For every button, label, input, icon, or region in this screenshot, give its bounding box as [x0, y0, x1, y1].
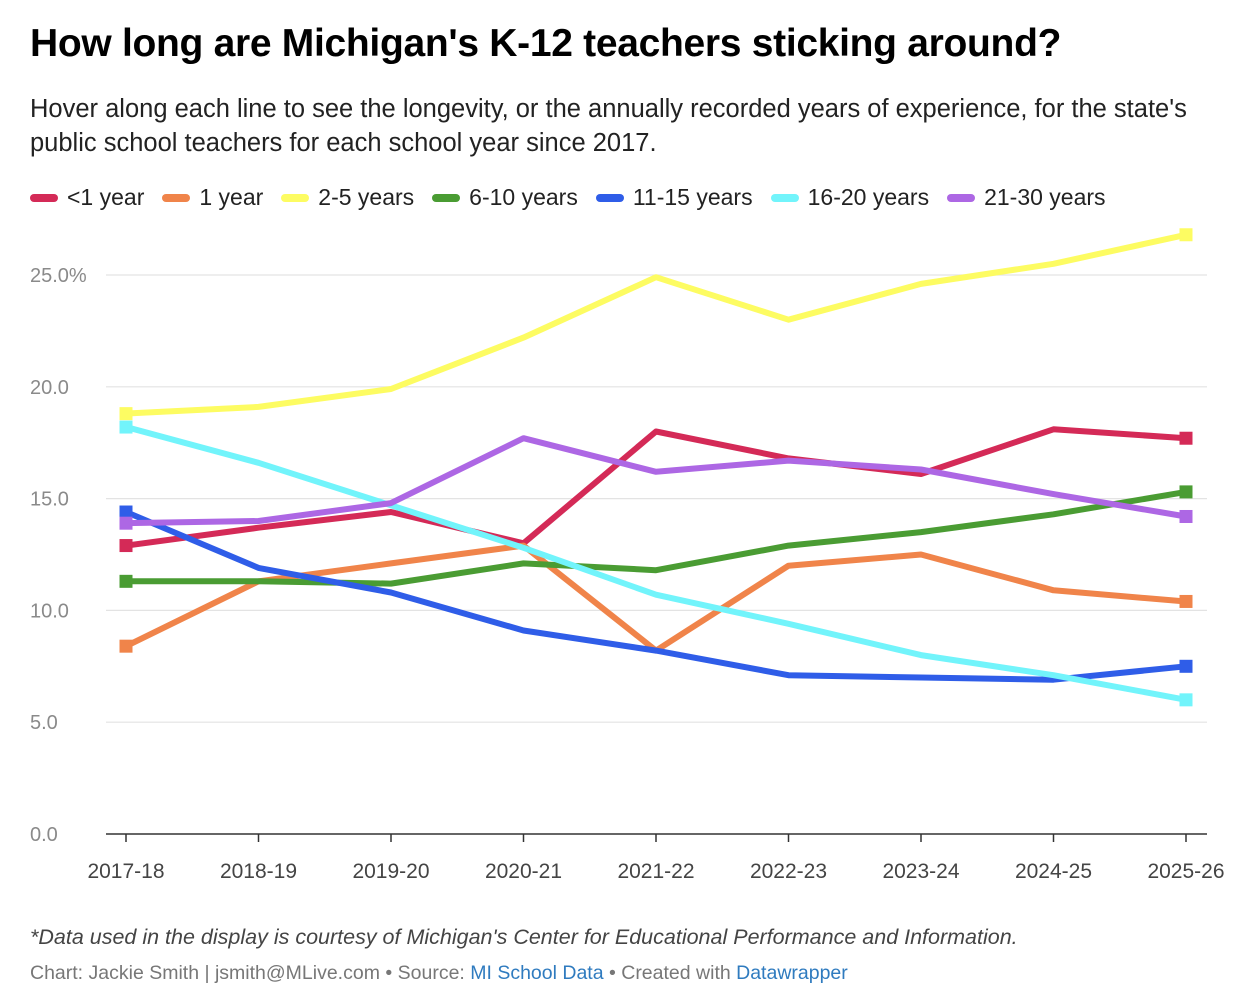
- series-end-marker[interactable]: [119, 505, 133, 519]
- separator: •: [385, 962, 393, 984]
- series-end-marker[interactable]: [119, 516, 133, 530]
- legend-swatch: [281, 193, 310, 202]
- y-tick-label: 0.0: [30, 824, 58, 846]
- y-axis-labels: 0.0 5.0 10.0 15.0 20.0 25.0%: [30, 265, 87, 846]
- series-end-marker[interactable]: [1179, 693, 1193, 707]
- series-line[interactable]: [126, 488, 1187, 587]
- x-axis: [106, 833, 1207, 842]
- series-end-marker[interactable]: [119, 539, 133, 553]
- series-line[interactable]: [125, 231, 1187, 417]
- y-tick-label: 15.0: [30, 489, 69, 511]
- x-axis-labels: 2017-18 2018-19 2019-20 2020-21 2021-22 2022-…: [87, 860, 1224, 883]
- series-6-10-years[interactable]: [119, 485, 1193, 588]
- series-16-20-years[interactable]: [119, 420, 1193, 707]
- legend-item: 2-5 years: [281, 184, 414, 211]
- y-tick-label: 10.0: [30, 600, 69, 622]
- separator: •: [608, 962, 616, 984]
- chart-credit: Chart: Jackie Smith | jsmith@MLive.com: [30, 962, 380, 984]
- x-tick-label: 2017-18: [87, 860, 164, 883]
- legend-swatch: [162, 193, 191, 202]
- x-tick-label: 2018-19: [220, 860, 297, 883]
- legend-swatch: [432, 193, 461, 202]
- legend-swatch: [947, 193, 976, 202]
- legend-item: 21-30 years: [947, 184, 1106, 211]
- series-line[interactable]: [125, 435, 1187, 527]
- series-end-marker[interactable]: [1179, 594, 1193, 608]
- x-tick-label: 2021-22: [617, 860, 694, 883]
- chart-title: How long are Michigan's K-12 teachers st…: [30, 22, 1062, 65]
- series-end-marker[interactable]: [119, 407, 133, 421]
- created-label: Created with: [621, 962, 731, 984]
- series-2-5-years[interactable]: [119, 228, 1193, 421]
- legend-item: 1 year: [162, 184, 263, 211]
- x-tick-label: 2020-21: [485, 860, 562, 883]
- legend-label: 6-10 years: [469, 184, 578, 210]
- x-tick-label: 2024-25: [1015, 860, 1092, 883]
- byline: Chart: Jackie Smith | jsmith@MLive.com •…: [30, 962, 848, 985]
- legend-item: 6-10 years: [432, 184, 578, 211]
- legend-swatch: [30, 193, 58, 202]
- series-end-marker[interactable]: [1179, 228, 1193, 242]
- legend-label: <1 year: [67, 184, 145, 210]
- series-end-marker[interactable]: [119, 420, 133, 434]
- legend-label: 21-30 years: [984, 184, 1106, 210]
- x-tick-label: 2019-20: [352, 860, 429, 883]
- y-tick-label: 5.0: [30, 712, 58, 734]
- series-line[interactable]: [125, 426, 1187, 549]
- legend-item: 16-20 years: [770, 184, 930, 211]
- legend-label: 1 year: [199, 184, 264, 210]
- legend-item: 11-15 years: [595, 184, 753, 211]
- series-1-year[interactable]: [119, 426, 1193, 553]
- series-end-marker[interactable]: [119, 574, 133, 588]
- series-end-marker[interactable]: [1179, 659, 1193, 673]
- chart-subtitle: Hover along each line to see the longevi…: [30, 95, 1187, 157]
- y-tick-label: 20.0: [30, 377, 69, 399]
- series-11-15-years[interactable]: [119, 505, 1193, 683]
- x-tick-label: 2025-26: [1147, 860, 1224, 883]
- series-end-marker[interactable]: [119, 639, 133, 653]
- legend-label: 2-5 years: [318, 184, 415, 210]
- series-end-marker[interactable]: [1179, 431, 1193, 445]
- legend-label: 11-15 years: [632, 184, 753, 210]
- series-line[interactable]: [124, 509, 1187, 683]
- footnote: *Data used in the display is courtesy of…: [30, 925, 1018, 949]
- series-1-year[interactable]: [119, 542, 1193, 654]
- gridlines: [106, 274, 1207, 723]
- series-line[interactable]: [125, 424, 1187, 703]
- x-tick-label: 2022-23: [750, 860, 827, 883]
- legend-swatch: [770, 193, 799, 202]
- series-lines: [119, 228, 1193, 707]
- legend: <1 year 1 year 2-5 years 6-10 years 11-15 ye…: [30, 184, 1124, 211]
- datawrapper-link[interactable]: Datawrapper: [736, 962, 848, 984]
- source-label: Source:: [397, 962, 465, 984]
- legend-label: 16-20 years: [807, 184, 930, 210]
- x-tick-label: 2023-24: [882, 860, 959, 883]
- legend-swatch: [595, 193, 624, 202]
- series-21-30-years[interactable]: [119, 435, 1193, 530]
- y-tick-label: 25.0%: [30, 265, 87, 287]
- series-line[interactable]: [124, 542, 1187, 654]
- legend-item: <1 year: [30, 184, 144, 211]
- series-end-marker[interactable]: [1179, 509, 1193, 523]
- source-link[interactable]: MI School Data: [470, 962, 604, 984]
- series-end-marker[interactable]: [1179, 485, 1193, 499]
